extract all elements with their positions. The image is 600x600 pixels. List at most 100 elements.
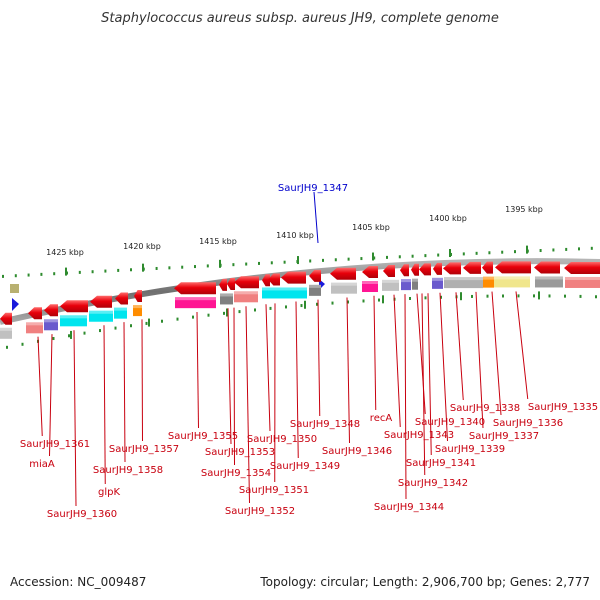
label-leader [393, 294, 401, 428]
lower-scale-tick [226, 308, 228, 317]
scale-dot [27, 273, 30, 277]
gene-arrow [227, 277, 235, 290]
cog-box-shine [0, 327, 12, 331]
lower-scale-dot [517, 294, 520, 298]
scale-dot [206, 264, 209, 268]
cog-box-shine [234, 291, 258, 295]
cog-box-shine [44, 319, 58, 323]
scale-dot [462, 252, 465, 256]
cog-box [362, 281, 378, 293]
scale-dot [130, 268, 132, 272]
scale-dot [283, 260, 286, 264]
cog-box [483, 276, 494, 288]
gene-label: SaurJH9_1361 [20, 439, 90, 450]
gene-label: recA [370, 413, 393, 424]
label-leader [317, 299, 321, 417]
lower-scale-tick [304, 300, 306, 309]
cog-box-shine [382, 279, 399, 283]
scale-major-tick [219, 259, 221, 268]
scale-dot [78, 270, 81, 274]
gene-label: glpK [98, 487, 120, 498]
gene-arrow [115, 292, 128, 305]
lower-scale-tick [538, 291, 540, 300]
label-leader [196, 311, 199, 429]
gene-arrow [281, 271, 306, 284]
gene-arrow [495, 261, 531, 274]
gene-label: SaurJH9_1337 [469, 431, 539, 442]
scale-labels: 1425 kbp 1420 kbp 1415 kbp 1410 kbp 1405 kbp… [46, 205, 543, 257]
scale-dot [539, 249, 542, 253]
cog-box-shine [133, 305, 142, 309]
lower-scale-dot [486, 294, 489, 298]
scale-dot [514, 250, 516, 254]
gene-arrow [411, 263, 419, 276]
scale-dot [578, 247, 580, 251]
accession-text: Accession: NC_009487 [10, 575, 146, 589]
gene-arrow [400, 264, 409, 277]
cog-box-shine [175, 297, 216, 301]
lower-scale-dot [207, 313, 210, 317]
scale-dot [91, 270, 94, 274]
label-leader [439, 292, 448, 442]
scale-dot [270, 261, 273, 265]
gene-label: SaurJH9_1341 [406, 458, 476, 469]
highlight-leader [313, 191, 319, 244]
gene-arrow [482, 261, 493, 274]
label-leader [265, 304, 271, 432]
scale-dot [104, 269, 107, 273]
scale-label: 1410 kbp [276, 231, 314, 240]
label-leader [49, 334, 53, 457]
scale-track [2, 245, 593, 278]
scale-dot [194, 265, 196, 269]
gene-label: SaurJH9_1358 [93, 465, 163, 476]
cog-box [444, 277, 483, 289]
lower-scale-dot [21, 342, 24, 346]
scale-label: 1425 kbp [46, 248, 84, 257]
gene-label: SaurJH9_1351 [239, 485, 309, 496]
scale-dot [53, 272, 56, 276]
label-leader [227, 308, 232, 445]
lower-scale-dot [6, 345, 8, 349]
lower-scale-dot [285, 305, 287, 309]
cog-box [535, 276, 563, 288]
scale-dot [411, 254, 414, 258]
scale-major-tick [65, 267, 67, 276]
scale-dot [590, 246, 593, 250]
gene-arrow [419, 263, 431, 276]
scale-label: 1415 kbp [199, 237, 237, 246]
label-leader [103, 325, 106, 485]
gene-arrow [174, 282, 216, 295]
label-leader [295, 301, 299, 459]
label-leader [475, 291, 484, 429]
scale-label: 1400 kbp [429, 214, 467, 223]
cog-box-shine [89, 310, 113, 314]
cog-box [412, 278, 418, 290]
cog-box-shine [262, 287, 307, 291]
lower-scale-dot [579, 294, 582, 298]
feature-marker-box [10, 284, 19, 293]
lower-scale-dot [114, 326, 117, 330]
scale-dot [373, 256, 376, 260]
label-leader [491, 291, 502, 416]
gene-label: SaurJH9_1357 [109, 444, 179, 455]
gene-label: SaurJH9_1336 [493, 418, 563, 429]
label-leader [515, 291, 529, 400]
cog-box [262, 287, 307, 299]
scale-dot [552, 248, 555, 252]
cog-box [114, 307, 127, 319]
gene-label: SaurJH9_1342 [398, 478, 468, 489]
gene-label: SaurJH9_1360 [47, 509, 117, 520]
scale-dot [181, 265, 184, 269]
scale-dot [258, 261, 260, 265]
cog-box-shine [114, 307, 127, 311]
cog-track [0, 276, 600, 339]
lower-scale-dot [223, 311, 225, 315]
gene-arrow [309, 269, 321, 282]
lower-scale-dot [192, 315, 194, 319]
scale-dot [565, 247, 568, 251]
cog-box [220, 293, 233, 305]
scale-dot [347, 257, 350, 261]
lower-scale-dot [595, 295, 597, 299]
gene-arrow [262, 274, 270, 287]
label-leader [245, 306, 250, 504]
